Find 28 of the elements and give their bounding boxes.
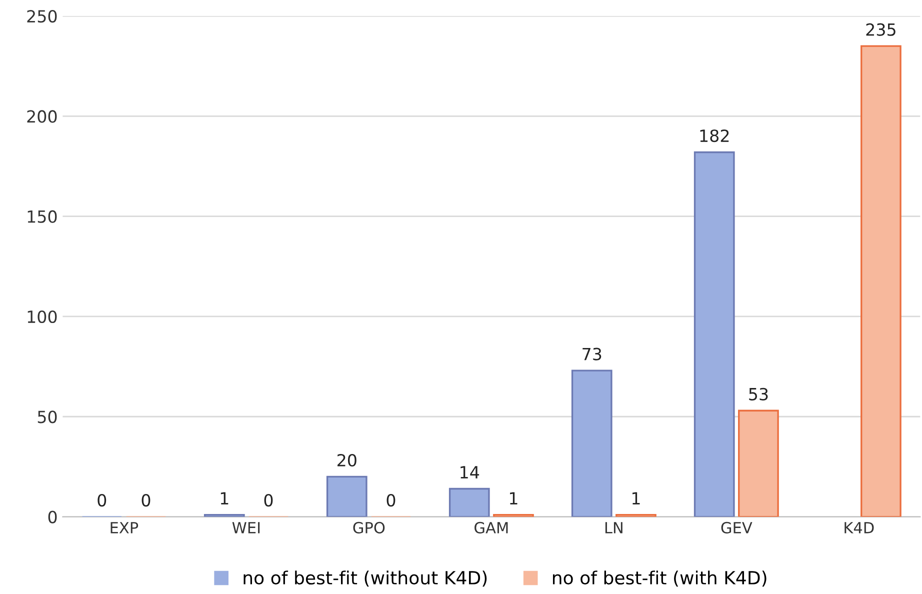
legend-label: no of best-fit (without K4D): [244, 570, 487, 587]
x-tick-label: K4D: [844, 522, 874, 534]
x-tick-label: GPO: [353, 522, 385, 534]
data-label: 0: [386, 494, 396, 507]
data-label: 0: [142, 494, 150, 507]
data-label: 14: [460, 466, 480, 478]
x-tick-label: EXP: [110, 522, 138, 534]
data-label: 0: [264, 494, 273, 507]
legend-label: no of best-fit (with K4D): [552, 570, 766, 587]
y-tick-label: 150: [28, 210, 57, 223]
x-tick-label: GEV: [721, 522, 752, 534]
data-label: 1: [510, 492, 518, 504]
data-label: 53: [749, 388, 768, 400]
data-label: 1: [632, 492, 640, 504]
y-tick-label: 250: [27, 10, 57, 23]
x-tick-label: LN: [605, 522, 622, 534]
x-tick-label: GAM: [474, 522, 508, 534]
y-tick-label: 50: [38, 410, 57, 424]
data-label: 20: [338, 454, 356, 467]
y-tick-label: 200: [27, 110, 57, 123]
data-label: 0: [98, 494, 106, 507]
y-tick-label: 0: [48, 510, 57, 524]
data-label: 1: [220, 492, 228, 504]
data-label: 182: [700, 129, 729, 142]
data-label: 73: [582, 348, 602, 360]
data-label: 235: [866, 23, 896, 36]
x-tick-label: WEI: [232, 522, 260, 534]
y-tick-label: 100: [28, 310, 57, 324]
